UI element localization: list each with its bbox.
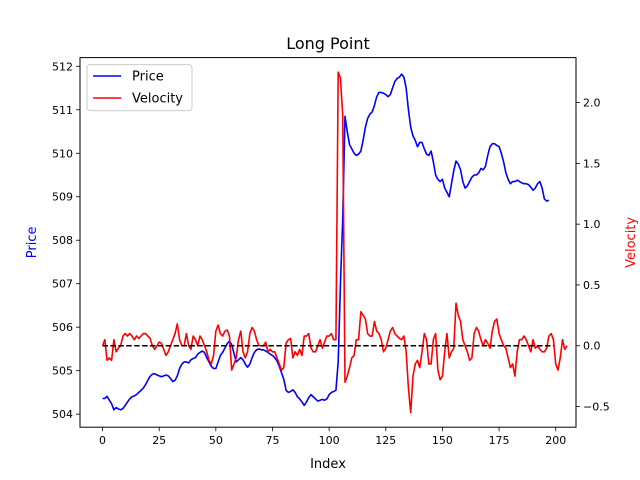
series-line-velocity xyxy=(101,71,568,414)
axes: 0 25 50 75 100 125 150 175 200 504 505 506 507 508 509… xyxy=(52,60,610,447)
x-tick-label: 75 xyxy=(265,434,279,447)
right-y-tick-label: 1.5 xyxy=(583,157,601,170)
left-y-tick-label: 511 xyxy=(52,104,73,117)
legend: Price Velocity xyxy=(86,64,193,112)
right-y-tick-label: −0.5 xyxy=(583,401,610,414)
x-tick-label: 50 xyxy=(209,434,223,447)
chart-title: Long Point xyxy=(286,34,370,53)
x-axis-label: Index xyxy=(310,457,346,472)
left-y-tick-label: 506 xyxy=(52,321,73,334)
plot-area xyxy=(101,71,568,414)
x-tick-label: 0 xyxy=(99,434,106,447)
right-y-tick-label: 0.5 xyxy=(583,279,601,292)
x-tick-label: 200 xyxy=(545,434,566,447)
x-tick-label: 125 xyxy=(375,434,396,447)
x-tick-label: 175 xyxy=(489,434,510,447)
x-tick-label: 25 xyxy=(152,434,166,447)
right-axis-label: Velocity xyxy=(624,217,639,268)
left-y-tick-label: 505 xyxy=(52,365,73,378)
left-axis-label: Price xyxy=(25,227,40,259)
right-y-tick-label: 1.0 xyxy=(583,218,601,231)
legend-label-velocity: Velocity xyxy=(132,92,183,107)
left-y-tick-label: 510 xyxy=(52,147,73,160)
left-y-tick-label: 512 xyxy=(52,60,73,73)
plot-frame xyxy=(79,57,577,428)
legend-label-price: Price xyxy=(132,70,164,85)
x-tick-label: 150 xyxy=(432,434,453,447)
left-y-tick-label: 509 xyxy=(52,191,73,204)
right-y-tick-label: 0.0 xyxy=(583,340,601,353)
left-y-tick-label: 504 xyxy=(52,408,73,421)
right-y-tick-label: 2.0 xyxy=(583,97,601,110)
x-tick-label: 100 xyxy=(319,434,340,447)
series-line-price xyxy=(102,73,550,411)
left-y-tick-label: 507 xyxy=(52,278,73,291)
left-y-tick-label: 508 xyxy=(52,234,73,247)
